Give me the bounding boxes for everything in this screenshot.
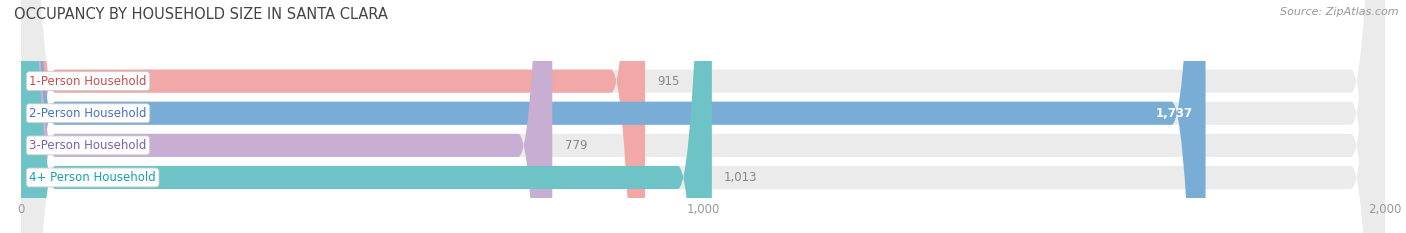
FancyBboxPatch shape: [21, 0, 1385, 233]
FancyBboxPatch shape: [21, 0, 553, 233]
Text: 3-Person Household: 3-Person Household: [30, 139, 146, 152]
Text: 1-Person Household: 1-Person Household: [30, 75, 146, 88]
FancyBboxPatch shape: [21, 0, 1385, 233]
Text: 4+ Person Household: 4+ Person Household: [30, 171, 156, 184]
Text: 1,013: 1,013: [724, 171, 758, 184]
Text: 2-Person Household: 2-Person Household: [30, 107, 146, 120]
Text: 915: 915: [658, 75, 679, 88]
Text: Source: ZipAtlas.com: Source: ZipAtlas.com: [1281, 7, 1399, 17]
FancyBboxPatch shape: [21, 0, 645, 233]
FancyBboxPatch shape: [21, 0, 1385, 233]
Text: OCCUPANCY BY HOUSEHOLD SIZE IN SANTA CLARA: OCCUPANCY BY HOUSEHOLD SIZE IN SANTA CLA…: [14, 7, 388, 22]
Text: 779: 779: [565, 139, 588, 152]
FancyBboxPatch shape: [21, 0, 1205, 233]
FancyBboxPatch shape: [21, 0, 711, 233]
Text: 1,737: 1,737: [1156, 107, 1194, 120]
FancyBboxPatch shape: [21, 0, 1385, 233]
